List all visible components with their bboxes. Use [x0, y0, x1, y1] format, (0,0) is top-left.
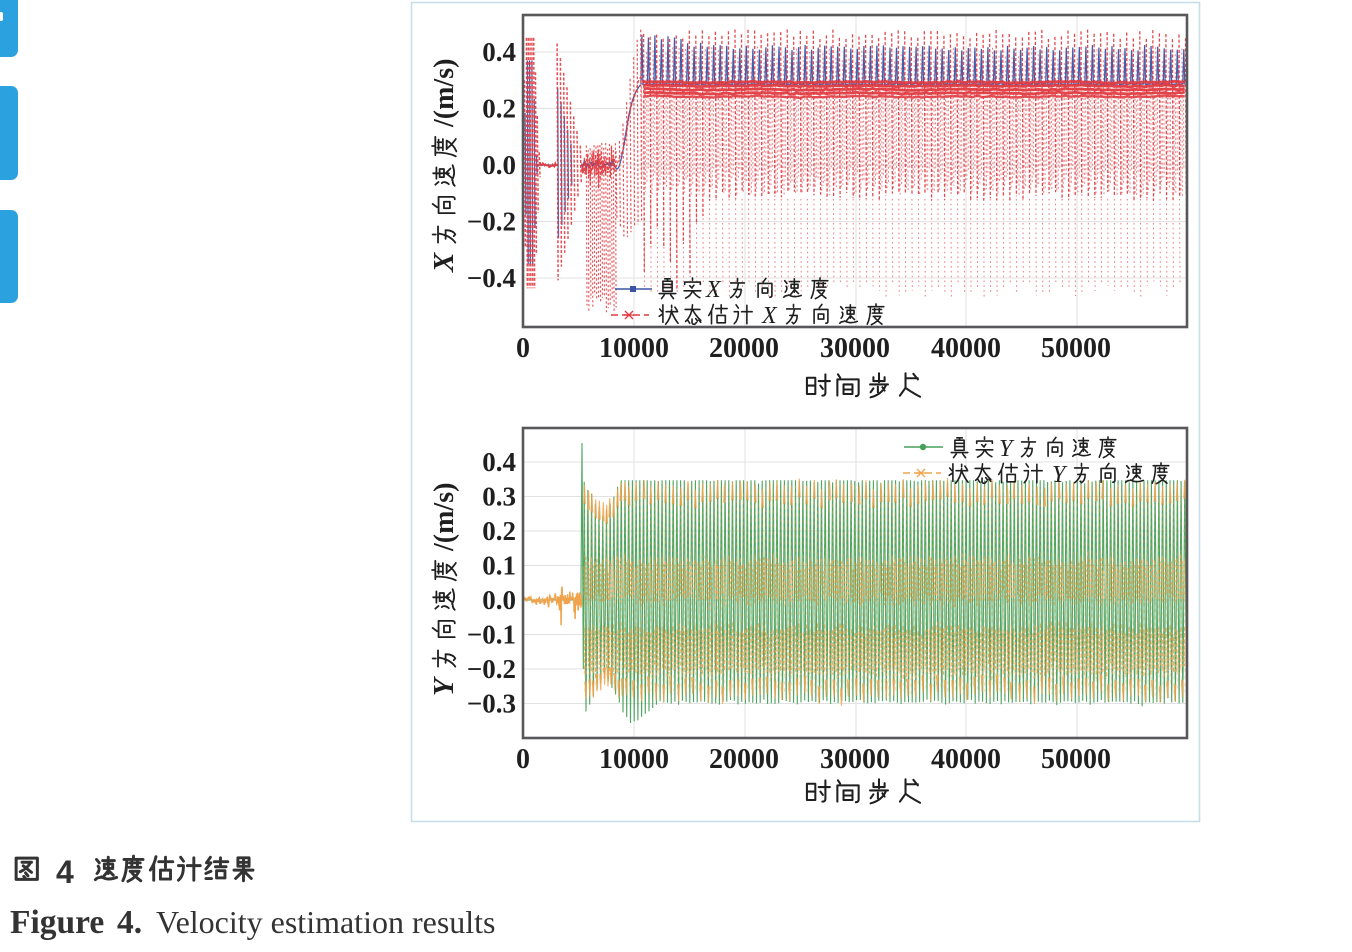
svg-text:Y: Y [999, 436, 1015, 462]
svg-text:0: 0 [516, 744, 530, 775]
svg-text:−0.2: −0.2 [467, 654, 516, 684]
svg-text:0.3: 0.3 [482, 482, 516, 512]
svg-text:−0.4: −0.4 [467, 263, 516, 293]
svg-text:X: X [705, 277, 722, 303]
svg-text:0.4: 0.4 [482, 37, 516, 67]
svg-text:20000: 20000 [709, 744, 779, 775]
svg-text:Velocity estimation results: Velocity estimation results [156, 904, 496, 940]
svg-text:0: 0 [516, 333, 530, 364]
svg-text:40000: 40000 [931, 744, 1001, 775]
svg-text:30000: 30000 [820, 744, 890, 775]
svg-text:0.0: 0.0 [482, 150, 516, 180]
svg-text:Y: Y [428, 676, 460, 696]
svg-text:X: X [761, 303, 778, 329]
svg-text:Y: Y [1052, 462, 1068, 488]
svg-text:0.1: 0.1 [482, 551, 516, 581]
svg-text:0.4: 0.4 [482, 447, 516, 477]
svg-text:30000: 30000 [820, 333, 890, 364]
svg-text:10000: 10000 [599, 333, 669, 364]
svg-text:−0.2: −0.2 [467, 207, 516, 237]
svg-text:0.0: 0.0 [482, 585, 516, 615]
svg-text:0.2: 0.2 [482, 516, 516, 546]
svg-text:−0.1: −0.1 [467, 620, 516, 650]
svg-text:10000: 10000 [599, 744, 669, 775]
svg-text:0.2: 0.2 [482, 94, 516, 124]
svg-text:50000: 50000 [1041, 333, 1111, 364]
svg-text:4.: 4. [117, 904, 142, 941]
svg-text:X: X [428, 252, 460, 273]
svg-text:20000: 20000 [709, 333, 779, 364]
svg-text:Figure: Figure [10, 904, 104, 941]
svg-text:4: 4 [56, 854, 74, 890]
svg-text:−0.3: −0.3 [467, 689, 516, 719]
svg-text:/(m/s): /(m/s) [429, 483, 460, 552]
svg-text:/(m/s): /(m/s) [429, 59, 460, 128]
svg-text:50000: 50000 [1041, 744, 1111, 775]
svg-text:40000: 40000 [931, 333, 1001, 364]
